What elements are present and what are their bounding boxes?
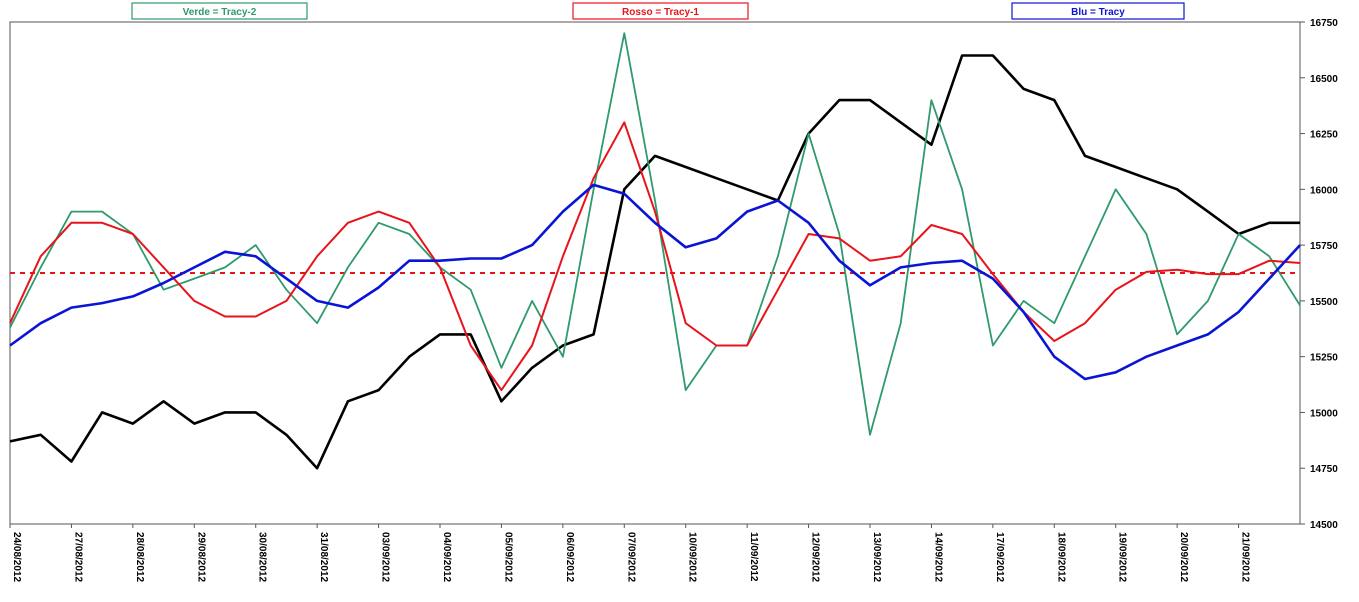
y-tick-label: 14500	[1310, 520, 1338, 531]
y-tick-label: 16250	[1310, 130, 1338, 141]
y-tick-label: 14750	[1310, 464, 1338, 475]
x-tick-label: 12/09/2012	[810, 532, 821, 582]
legend-label: Rosso = Tracy-1	[622, 7, 699, 18]
x-tick-label: 27/08/2012	[72, 532, 83, 582]
x-tick-label: 24/08/2012	[11, 532, 22, 582]
series-line	[9, 54, 1300, 470]
legend-label: Blu = Tracy	[1071, 7, 1125, 18]
x-tick-label: 30/08/2012	[257, 532, 268, 582]
y-tick-label: 15250	[1310, 353, 1338, 364]
x-tick-label: 04/09/2012	[441, 532, 452, 582]
x-tick-label: 20/09/2012	[1178, 532, 1189, 582]
legend-box	[572, 2, 749, 20]
x-tick-label: 17/09/2012	[994, 532, 1005, 582]
x-tick-label: 13/09/2012	[871, 532, 882, 582]
legend-box	[131, 2, 308, 20]
x-tick-label: 29/08/2012	[195, 532, 206, 582]
x-tick-label: 03/09/2012	[380, 532, 391, 582]
y-tick-label: 15750	[1310, 241, 1338, 252]
x-tick-label: 06/09/2012	[564, 532, 575, 582]
legend-box	[1011, 2, 1185, 20]
x-tick-label: 31/08/2012	[318, 532, 329, 582]
x-tick-label: 10/09/2012	[687, 532, 698, 582]
series-line	[9, 183, 1301, 381]
x-tick-label: 11/09/2012	[748, 532, 759, 582]
x-tick-label: 21/09/2012	[1240, 532, 1251, 582]
y-tick-label: 16750	[1310, 18, 1338, 29]
y-tick-label: 16000	[1310, 185, 1338, 196]
y-tick-label: 16500	[1310, 74, 1338, 85]
series-line	[9, 121, 1301, 392]
legend-label: Verde = Tracy-2	[183, 7, 257, 18]
x-tick-label: 19/09/2012	[1117, 532, 1128, 582]
series-line	[9, 32, 1301, 436]
x-tick-label: 07/09/2012	[625, 532, 636, 582]
x-tick-label: 14/09/2012	[932, 532, 943, 582]
y-tick-label: 15500	[1310, 297, 1338, 308]
y-tick-label: 15000	[1310, 408, 1338, 419]
x-tick-label: 05/09/2012	[502, 532, 513, 582]
x-tick-label: 28/08/2012	[134, 532, 145, 582]
x-tick-label: 18/09/2012	[1055, 532, 1066, 582]
